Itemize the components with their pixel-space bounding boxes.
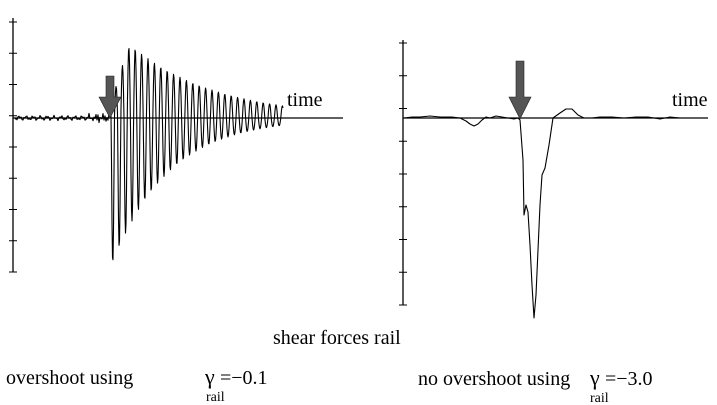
right-onset-arrow-icon [508, 60, 532, 120]
left-caption-value: =−0.1 [220, 367, 268, 389]
left-caption-symbol: γ [204, 364, 215, 389]
right-caption-value: =−3.0 [605, 368, 653, 390]
right-y-ticks [399, 42, 407, 306]
left-caption: overshoot using γ rail =−0.1 [6, 364, 268, 405]
left-onset-arrow-icon [98, 75, 122, 119]
right-caption-text: no overshoot using [418, 368, 570, 390]
left-caption-subscript: rail [206, 390, 225, 405]
right-x-axis-label: time [672, 89, 708, 111]
figure-caption: shear forces rail [273, 327, 401, 349]
left-caption-text: overshoot using [6, 367, 133, 389]
right-caption-symbol: γ [589, 365, 600, 390]
right-panel: time [399, 40, 708, 319]
right-caption-subscript: rail [590, 391, 609, 405]
right-shear-force-trace [403, 108, 681, 319]
left-y-ticks [9, 21, 17, 273]
right-caption: no overshoot using γ rail =−3.0 [418, 365, 653, 405]
left-shear-force-trace [14, 47, 284, 261]
left-x-axis-label: time [287, 89, 323, 111]
left-panel: time [9, 18, 343, 273]
